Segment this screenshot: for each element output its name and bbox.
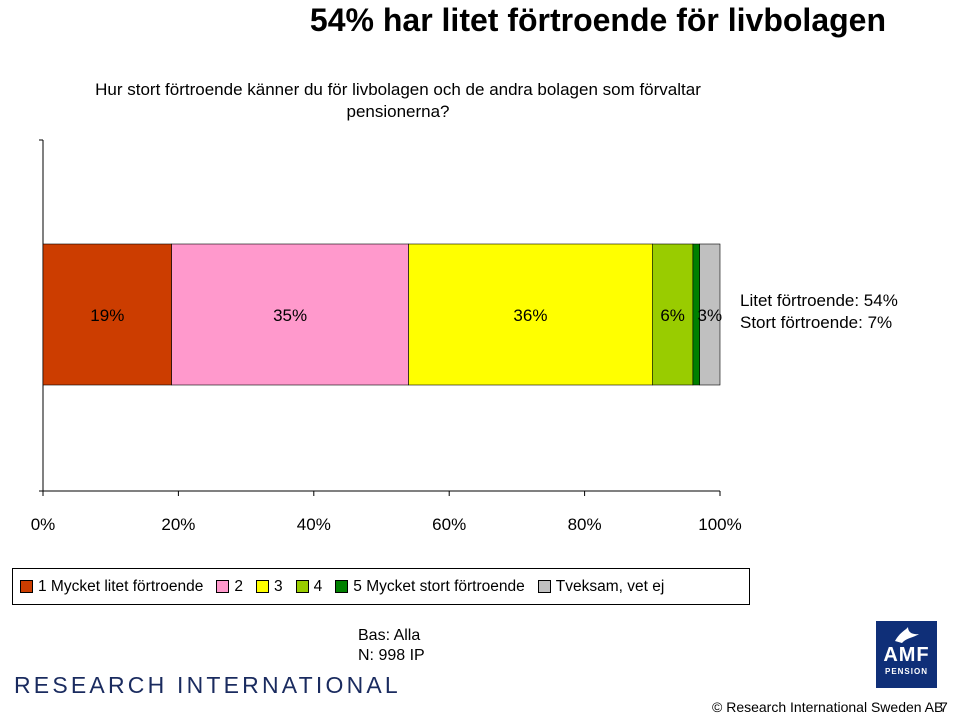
bar-segment-4 [651,243,694,386]
base-info: Bas: Alla N: 998 IP [358,626,425,666]
summary-notes: Litet förtroende: 54% Stort förtroende: … [740,290,898,334]
legend-label: 3 [274,577,283,595]
legend-item: 5 Mycket stort förtroende [335,577,525,596]
amf-logo-subtext: PENSION [884,667,928,676]
chart-data-labels: 19% 35% 36% 6% 3% [90,306,722,325]
bar-data-label: 35% [273,306,307,325]
bar-data-label: 36% [513,306,547,325]
chart-bars [42,243,721,386]
legend-swatch [295,580,309,593]
legend-label: 5 Mycket stort förtroende [353,577,525,595]
legend-label: Tveksam, vet ej [555,577,665,595]
survey-question: Hur stort förtroende känner du för livbo… [95,80,701,121]
legend-item: 4 [295,577,323,596]
bar-segment-1 [42,243,172,386]
x-tick-label: 20% [161,515,195,534]
chart-legend: 1 Mycket litet förtroende 2 3 4 5 Mycket sto… [12,568,750,605]
x-tick-label: 80% [568,515,602,534]
legend-label: 1 Mycket litet förtroende [38,577,204,595]
legend-swatch [537,580,551,593]
bar-segment-3 [408,243,653,386]
legend-swatch [20,580,33,593]
legend-swatch [335,580,349,593]
stacked-bar-chart: 19% 35% 36% 6% 3% 0% 20% 40% 60% 80% 100% [31,139,742,534]
legend-label: 2 [234,577,244,595]
legend-swatch [216,580,230,593]
summary-low-trust: Litet förtroende: 54% [740,291,898,310]
bar-data-label: 6% [660,306,685,325]
legend-swatch [256,580,270,593]
sample-size: N: 998 IP [358,647,425,664]
x-tick-label: 100% [698,515,741,534]
amf-pension-logo: AMF PENSION [876,621,937,688]
slide-title: 54% har litet förtroende för livbolagen [309,2,886,38]
bird-icon [895,627,919,643]
chart-x-tick-labels: 0% 20% 40% 60% 80% 100% [31,515,742,534]
x-tick-label: 0% [31,515,56,534]
summary-high-trust: Stort förtroende: 7% [740,313,893,332]
copyright-text: © Research International Sweden AB [712,699,944,715]
legend-item: Tveksam, vet ej [537,577,665,596]
legend-label: 4 [313,577,323,595]
legend-item: 2 [216,578,243,596]
base-label: Bas: Alla [358,627,421,644]
bar-segment-2 [171,243,409,386]
research-international-logo: RESEARCH INTERNATIONAL [14,672,401,698]
legend-item: 1 Mycket litet förtroende [20,578,203,596]
amf-logo-text: AMF [883,644,930,666]
x-tick-label: 40% [297,515,331,534]
bar-data-label: 19% [90,306,124,325]
x-tick-label: 60% [432,515,466,534]
legend-item: 3 [256,578,283,596]
bar-data-label: 3% [698,306,723,325]
bar-segment-6 [699,243,721,386]
page-number: 7 [940,699,948,715]
